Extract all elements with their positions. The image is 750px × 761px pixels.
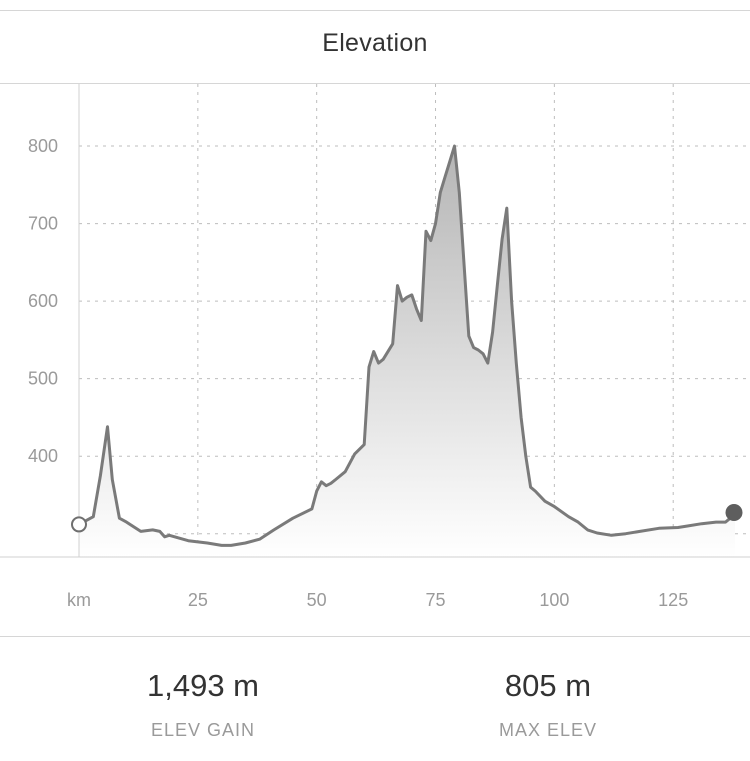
x-axis-unit-label: km (67, 590, 91, 610)
elevation-area-fill (79, 146, 735, 557)
elevation-line (78, 144, 737, 547)
elev-gain-label: ELEV GAIN (150, 720, 256, 740)
y-tick-label-500: 500 (28, 369, 58, 389)
tick-labels: 400 500 600 700 800 25 50 75 100 125 km (28, 136, 688, 610)
area-series (78, 144, 737, 557)
x-tick-label-125: 125 (658, 590, 688, 610)
x-tick-label-25: 25 (188, 590, 208, 610)
axes (0, 84, 750, 558)
chart-bottom-divider (0, 636, 750, 637)
elevation-chart: 400 500 600 700 800 25 50 75 100 125 km (0, 84, 750, 610)
end-marker (725, 503, 743, 521)
y-tick-label-600: 600 (28, 291, 58, 311)
max-elev-value: 805 m (504, 668, 592, 703)
start-marker (71, 516, 87, 533)
y-tick-label-700: 700 (28, 214, 58, 234)
x-tick-label-75: 75 (426, 590, 446, 610)
max-elev-stat: 805 m MAX ELEV (398, 668, 698, 741)
y-tick-label-400: 400 (28, 446, 58, 466)
header-divider (0, 83, 750, 84)
y-tick-label-800: 800 (28, 136, 58, 156)
max-elev-label: MAX ELEV (498, 720, 598, 740)
x-tick-label-50: 50 (307, 590, 327, 610)
markers (71, 503, 743, 533)
page-title: Elevation (322, 29, 428, 57)
elev-gain-value: 1,493 m (146, 668, 259, 703)
top-divider (0, 10, 750, 11)
x-tick-label-100: 100 (539, 590, 569, 610)
elev-gain-stat: 1,493 m ELEV GAIN (53, 668, 353, 741)
